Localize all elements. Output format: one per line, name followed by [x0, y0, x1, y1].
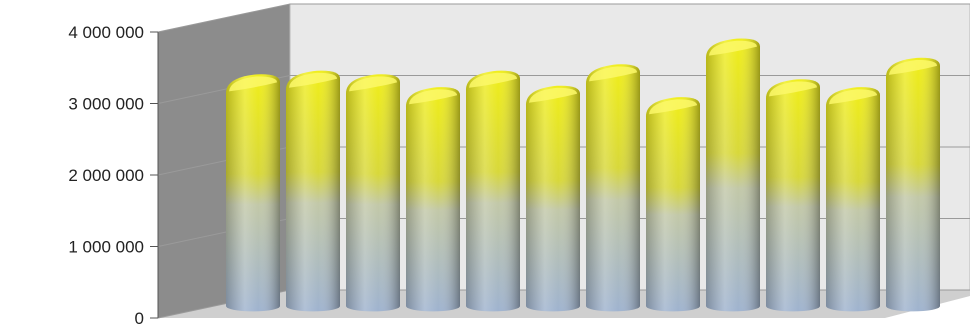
bar-shading — [586, 64, 640, 312]
bar-shading — [766, 79, 820, 312]
bar-cap — [409, 89, 457, 105]
gridline — [157, 3, 970, 33]
bar-cap — [529, 87, 577, 103]
bar — [466, 70, 520, 312]
bar-cap — [229, 76, 277, 92]
bar-shading — [226, 74, 280, 312]
bar-cap — [589, 66, 637, 82]
bar — [346, 74, 400, 312]
bar-shading — [646, 97, 700, 312]
bar — [886, 57, 940, 312]
bar-shading — [406, 87, 460, 312]
y-tick-label: 3 000 000 — [68, 95, 144, 114]
y-tick-label: 0 — [135, 309, 144, 328]
bar — [646, 97, 700, 312]
bar-cap — [889, 59, 937, 75]
bar-cap — [769, 81, 817, 97]
bar-shading — [826, 87, 880, 312]
bar-shading — [706, 38, 760, 312]
bar-shading — [526, 85, 580, 312]
bar-cap — [289, 72, 337, 88]
bar — [286, 70, 340, 312]
bar-shading — [466, 70, 520, 312]
bar — [766, 79, 820, 312]
bar-cap — [649, 99, 697, 115]
y-tick-label: 4 000 000 — [68, 23, 144, 42]
bar-shading — [886, 57, 940, 312]
bar-shading — [346, 74, 400, 312]
bar — [226, 74, 280, 312]
y-tick-label: 2 000 000 — [68, 166, 144, 185]
bar-cap — [829, 89, 877, 105]
bar-cap — [469, 72, 517, 88]
bar — [706, 38, 760, 312]
bar — [406, 87, 460, 312]
bar-cap — [349, 76, 397, 92]
y-tick-label: 1 000 000 — [68, 238, 144, 257]
bar-cap — [709, 40, 757, 56]
bar — [586, 64, 640, 312]
bar — [826, 87, 880, 312]
y-axis: 0 1 000 000 2 000 000 3 000 000 4 000 000 — [68, 23, 159, 328]
bars — [226, 38, 940, 312]
bar — [526, 85, 580, 312]
bar-shading — [286, 70, 340, 312]
